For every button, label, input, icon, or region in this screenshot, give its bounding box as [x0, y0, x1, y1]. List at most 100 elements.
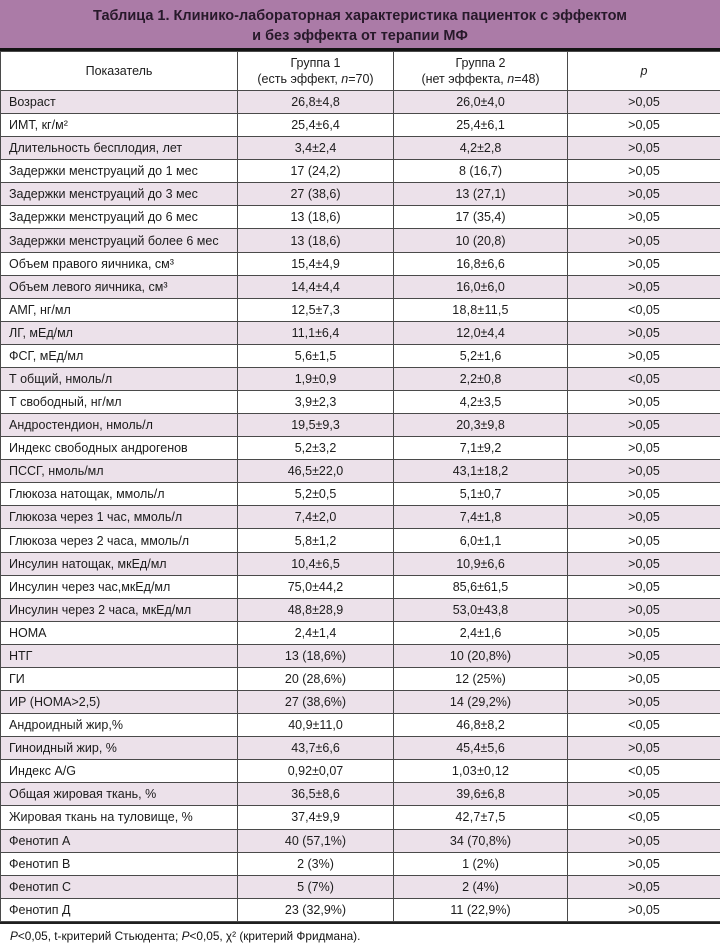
table-row: Инсулин натощак, мкЕд/мл 10,4±6,5 10,9±6,6…	[0, 551, 720, 576]
table-row: Жировая ткань на туловище, % 37,4±9,9 42,7…	[0, 805, 720, 830]
cell-p: >0,05	[567, 205, 720, 230]
table-row: ИР (HOMA>2,5) 27 (38,6%) 14 (29,2%) >0,05	[0, 690, 720, 715]
cell-group2: 10,9±6,6	[393, 551, 568, 576]
cell-p: >0,05	[567, 274, 720, 299]
cell-group2: 14 (29,2%)	[393, 690, 568, 715]
table-row: Глюкоза натощак, ммоль/л 5,2±0,5 5,1±0,7 >0…	[0, 482, 720, 507]
cell-indicator: Фенотип В	[0, 851, 238, 876]
cell-group2: 7,4±1,8	[393, 505, 568, 530]
cell-p: >0,05	[567, 89, 720, 115]
cell-indicator: Задержки менструаций до 6 мес	[0, 205, 238, 230]
cell-indicator: Глюкоза через 2 часа, ммоль/л	[0, 528, 238, 553]
cell-group2: 26,0±4,0	[393, 89, 568, 115]
table-row: Задержки менструаций до 6 мес 13 (18,6) 17…	[0, 205, 720, 230]
cell-group1: 19,5±9,3	[237, 413, 394, 438]
group1-name: Группа 1	[290, 55, 341, 70]
cell-p: >0,05	[567, 690, 720, 715]
group2-sub-pre: (нет эффекта,	[421, 72, 508, 86]
cell-group1: 3,9±2,3	[237, 390, 394, 415]
cell-group2: 11 (22,9%)	[393, 897, 568, 923]
table-title-line2: и без эффекта от терапии МФ	[252, 28, 468, 44]
column-header-group2: Группа 2 (нет эффекта, n=48)	[393, 51, 568, 91]
cell-p: >0,05	[567, 343, 720, 368]
cell-p: >0,05	[567, 482, 720, 507]
cell-p: >0,05	[567, 620, 720, 645]
table-row: ПССГ, нмоль/мл 46,5±22,0 43,1±18,2 >0,05	[0, 459, 720, 484]
cell-group1: 40 (57,1%)	[237, 828, 394, 853]
table-row: Фенотип А 40 (57,1%) 34 (70,8%) >0,05	[0, 828, 720, 853]
cell-group2: 4,2±2,8	[393, 136, 568, 161]
cell-group2: 4,2±3,5	[393, 390, 568, 415]
cell-indicator: Фенотип Д	[0, 897, 238, 923]
cell-group1: 27 (38,6%)	[237, 690, 394, 715]
column-header-group1: Группа 1 (есть эффект, n=70)	[237, 51, 394, 91]
group2-sub-post: =48)	[514, 72, 540, 86]
cell-group2: 13 (27,1)	[393, 182, 568, 207]
cell-group2: 25,4±6,1	[393, 113, 568, 138]
cell-p: >0,05	[567, 597, 720, 622]
cell-indicator: Т свободный, нг/мл	[0, 390, 238, 415]
cell-group2: 45,4±5,6	[393, 736, 568, 761]
table-row: Глюкоза через 1 час, ммоль/л 7,4±2,0 7,4±1…	[0, 505, 720, 530]
cell-group2: 1 (2%)	[393, 851, 568, 876]
cell-p: >0,05	[567, 736, 720, 761]
table-row: Индекс A/G 0,92±0,07 1,03±0,12 <0,05	[0, 759, 720, 784]
table-footnote: P<0,05, t-критерий Стьюдента; P<0,05, χ²…	[0, 922, 720, 946]
table-row: ЛГ, мЕд/мл 11,1±6,4 12,0±4,4 >0,05	[0, 320, 720, 345]
cell-group2: 20,3±9,8	[393, 413, 568, 438]
cell-p: >0,05	[567, 666, 720, 692]
cell-p: >0,05	[567, 413, 720, 438]
cell-group2: 17 (35,4)	[393, 205, 568, 230]
table-row: Возраст 26,8±4,8 26,0±4,0 >0,05	[0, 89, 720, 115]
cell-group2: 85,6±61,5	[393, 574, 568, 599]
cell-indicator: Объем левого яичника, см³	[0, 274, 238, 299]
cell-group2: 5,2±1,6	[393, 343, 568, 368]
cell-p: >0,05	[567, 528, 720, 553]
cell-group1: 5,2±3,2	[237, 436, 394, 461]
table-body: Возраст 26,8±4,8 26,0±4,0 >0,05 ИМТ, кг/м² 25…	[0, 89, 720, 923]
cell-indicator: Задержки менструаций до 3 мес	[0, 182, 238, 207]
cell-indicator: ГИ	[0, 666, 238, 692]
table-row: Т общий, нмоль/л 1,9±0,9 2,2±0,8 <0,05	[0, 366, 720, 392]
cell-indicator: Т общий, нмоль/л	[0, 366, 238, 392]
cell-p: <0,05	[567, 805, 720, 830]
cell-indicator: ИМТ, кг/м²	[0, 113, 238, 138]
cell-group1: 27 (38,6)	[237, 182, 394, 207]
table-row: ФСГ, мЕд/мл 5,6±1,5 5,2±1,6 >0,05	[0, 343, 720, 368]
cell-group2: 18,8±11,5	[393, 297, 568, 322]
cell-indicator: Индекс свободных андрогенов	[0, 436, 238, 461]
cell-indicator: НТГ	[0, 643, 238, 668]
cell-group2: 2 (4%)	[393, 874, 568, 899]
cell-indicator: Гиноидный жир, %	[0, 736, 238, 761]
cell-group2: 1,03±0,12	[393, 759, 568, 784]
cell-group1: 5,8±1,2	[237, 528, 394, 553]
cell-group1: 26,8±4,8	[237, 89, 394, 115]
table-row: Инсулин через час,мкЕд/мл 75,0±44,2 85,6±6…	[0, 574, 720, 599]
cell-group2: 8 (16,7)	[393, 159, 568, 184]
footnote-p2: P	[181, 929, 190, 943]
cell-indicator: Инсулин натощак, мкЕд/мл	[0, 551, 238, 576]
group1-sub-pre: (есть эффект,	[257, 72, 342, 86]
cell-indicator: ИР (HOMA>2,5)	[0, 690, 238, 715]
cell-group2: 39,6±6,8	[393, 782, 568, 807]
cell-group1: 2 (3%)	[237, 851, 394, 876]
cell-p: >0,05	[567, 574, 720, 599]
cell-group1: 7,4±2,0	[237, 505, 394, 530]
table-row: Фенотип Д 23 (32,9%) 11 (22,9%) >0,05	[0, 897, 720, 923]
cell-group1: 75,0±44,2	[237, 574, 394, 599]
table-row: Т свободный, нг/мл 3,9±2,3 4,2±3,5 >0,05	[0, 390, 720, 415]
table-row: HOMA 2,4±1,4 2,4±1,6 >0,05	[0, 620, 720, 645]
cell-p: <0,05	[567, 759, 720, 784]
cell-indicator: Задержки менструаций до 1 мес	[0, 159, 238, 184]
table-row: ИМТ, кг/м² 25,4±6,4 25,4±6,1 >0,05	[0, 113, 720, 138]
cell-group2: 43,1±18,2	[393, 459, 568, 484]
cell-p: >0,05	[567, 551, 720, 576]
header-row: Показатель Группа 1 (есть эффект, n=70) …	[0, 51, 720, 91]
cell-group1: 36,5±8,6	[237, 782, 394, 807]
table-row: Длительность бесплодия, лет 3,4±2,4 4,2±2,…	[0, 136, 720, 161]
cell-group1: 13 (18,6%)	[237, 643, 394, 668]
footnote-mid: <0,05, t-критерий Стьюдента;	[17, 929, 182, 943]
